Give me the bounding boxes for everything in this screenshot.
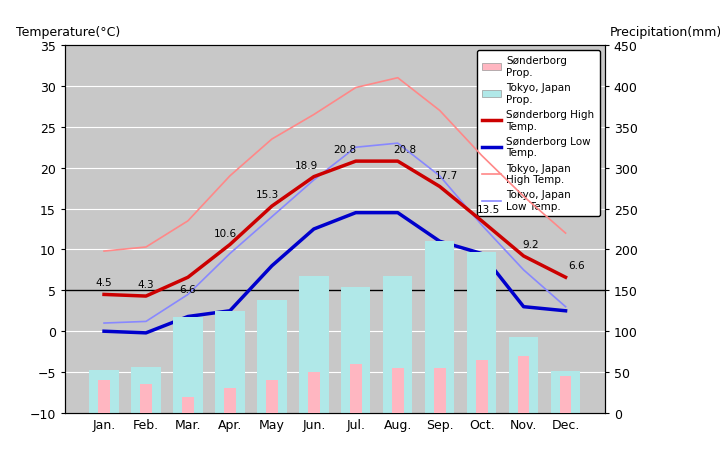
Text: 13.5: 13.5 bbox=[477, 204, 500, 214]
Bar bbox=[299, 276, 328, 413]
Bar bbox=[174, 317, 202, 413]
Text: 20.8: 20.8 bbox=[333, 145, 356, 155]
Bar bbox=[131, 367, 161, 413]
Bar bbox=[215, 311, 245, 413]
Bar bbox=[140, 385, 152, 413]
Bar bbox=[341, 287, 371, 413]
Bar bbox=[89, 371, 119, 413]
Legend: Sønderborg
Prop., Tokyo, Japan
Prop., Sønderborg High
Temp., Sønderborg Low
Temp: Sønderborg Prop., Tokyo, Japan Prop., Sø… bbox=[477, 51, 600, 217]
Bar bbox=[266, 381, 278, 413]
Bar bbox=[518, 356, 529, 413]
Bar bbox=[182, 397, 194, 413]
Bar bbox=[224, 389, 235, 413]
Bar bbox=[392, 368, 404, 413]
Bar bbox=[425, 242, 454, 413]
Text: 6.6: 6.6 bbox=[179, 284, 197, 294]
Bar bbox=[308, 372, 320, 413]
Text: 4.3: 4.3 bbox=[138, 280, 154, 290]
Text: 6.6: 6.6 bbox=[568, 261, 585, 271]
Text: 17.7: 17.7 bbox=[435, 170, 458, 180]
Bar bbox=[434, 368, 446, 413]
Bar bbox=[509, 337, 539, 413]
Text: Temperature(°C): Temperature(°C) bbox=[16, 26, 120, 39]
Bar bbox=[98, 381, 110, 413]
Text: 15.3: 15.3 bbox=[256, 190, 279, 200]
Bar bbox=[559, 376, 572, 413]
Text: 18.9: 18.9 bbox=[295, 160, 318, 170]
Text: 9.2: 9.2 bbox=[522, 240, 539, 250]
Text: 10.6: 10.6 bbox=[214, 228, 238, 238]
Bar bbox=[551, 371, 580, 413]
Bar bbox=[476, 360, 487, 413]
Text: 4.5: 4.5 bbox=[96, 278, 112, 288]
Bar bbox=[467, 252, 496, 413]
Bar bbox=[383, 276, 413, 413]
Text: 20.8: 20.8 bbox=[393, 145, 416, 155]
Bar bbox=[257, 301, 287, 413]
Bar bbox=[350, 364, 361, 413]
Text: Precipitation(mm): Precipitation(mm) bbox=[610, 26, 720, 39]
